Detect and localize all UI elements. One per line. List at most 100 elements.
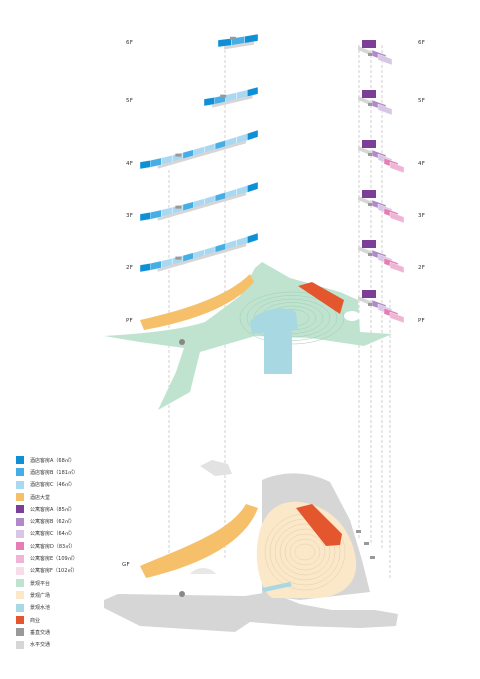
hotel-corridor <box>212 95 253 108</box>
legend-label: 公寓客房D（83㎡） <box>30 543 76 550</box>
hotel-corridor <box>157 243 247 272</box>
gf-entrance-canopy <box>190 568 216 574</box>
pf-drop-off-node <box>179 339 185 345</box>
legend-label: 景观水池 <box>30 605 51 612</box>
apartment-tower-floors <box>358 40 405 324</box>
apartment-room <box>389 261 405 274</box>
terrain-contour <box>294 543 316 561</box>
legend-swatch <box>16 640 24 649</box>
apartment-room-a <box>362 190 376 198</box>
hotel-room <box>247 232 259 244</box>
apartment-core <box>368 103 372 106</box>
legend-label: 景观平台 <box>30 580 51 587</box>
legend-item: 公寓客房E（109㎡） <box>16 552 166 564</box>
terrain-contour <box>279 528 331 576</box>
legend-swatch <box>16 493 24 502</box>
legend-label: 商业 <box>30 617 41 624</box>
apartment-room <box>377 103 393 116</box>
legend-swatch <box>16 542 24 551</box>
apartment-room <box>389 211 405 224</box>
floor-label-4f-left: 4F <box>126 161 134 167</box>
legend-label: 公寓客房C（64㎡） <box>30 531 75 538</box>
floor-label-4f-right: 4F <box>418 161 426 167</box>
hotel-room <box>139 262 151 273</box>
legend-item: 景观平台 <box>16 577 166 589</box>
legend-item: 酒店客房A（68㎡） <box>16 454 166 466</box>
vertical-guide-lines <box>168 40 391 580</box>
legend-item: 景观水池 <box>16 602 166 614</box>
legend-item: 景观广场 <box>16 589 166 601</box>
legend: 酒店客房A（68㎡） 酒店客房B（181㎡） 酒店客房C（46㎡） 酒店大堂 公… <box>16 454 166 651</box>
legend-item: 公寓客房A（85㎡） <box>16 503 166 515</box>
hotel-corridor <box>224 41 254 50</box>
legend-label: 水平交通 <box>30 642 51 649</box>
apartment-core <box>368 53 372 56</box>
legend-swatch <box>16 591 24 600</box>
commercial-block <box>296 504 342 546</box>
legend-label: 酒店客房A（68㎡） <box>30 457 75 464</box>
apartment-room-a <box>362 290 376 298</box>
floor-label-6f-right: 6F <box>418 40 426 46</box>
floor-label-2f-left: 2F <box>126 265 134 271</box>
legend-swatch <box>16 579 24 588</box>
apartment-room-a <box>362 90 376 98</box>
legend-label: 酒店大堂 <box>30 494 51 501</box>
legend-item: 公寓客房F（102㎡） <box>16 565 166 577</box>
site-edge-piece <box>200 460 232 476</box>
water-pool-podium <box>264 330 292 374</box>
floor-label-5f-right: 5F <box>418 98 426 104</box>
apartment-core <box>368 153 372 156</box>
commercial-block-podium <box>298 282 344 314</box>
water-feature <box>262 582 292 592</box>
legend-item: 垂直交通 <box>16 626 166 638</box>
floor-label-pf-right: PF <box>418 318 425 324</box>
core-marker <box>370 556 375 559</box>
apartment-room <box>389 311 405 324</box>
apartment-room-a <box>362 40 376 48</box>
floor-label-6f-left: 6F <box>126 40 134 46</box>
legend-label: 公寓客房A（85㎡） <box>30 506 75 513</box>
legend-label: 酒店客房C（46㎡） <box>30 482 75 489</box>
hotel-room <box>247 129 259 141</box>
hotel-room <box>244 33 259 44</box>
hotel-core <box>220 94 227 98</box>
legend-item: 商业 <box>16 614 166 626</box>
legend-item: 公寓客房D（83㎡） <box>16 540 166 552</box>
legend-item: 酒店客房B（181㎡） <box>16 466 166 478</box>
platform-opening <box>344 311 360 321</box>
floor-label-5f-left: 5F <box>126 98 134 104</box>
hotel-room <box>139 159 151 170</box>
legend-item: 水平交通 <box>16 638 166 650</box>
apartment-room <box>377 53 393 66</box>
hotel-room <box>247 86 259 98</box>
legend-item: 酒店大堂 <box>16 491 166 503</box>
legend-swatch <box>16 554 24 563</box>
legend-label: 酒店客房B（181㎡） <box>30 469 78 476</box>
water-pool-upper <box>250 308 298 334</box>
legend-item: 公寓客房B（62㎡） <box>16 515 166 527</box>
hotel-core <box>175 256 182 260</box>
legend-label: 公寓客房F（102㎡） <box>30 568 78 575</box>
apartment-room-a <box>362 140 376 148</box>
legend-swatch <box>16 480 24 489</box>
legend-label: 公寓客房B（62㎡） <box>30 519 75 526</box>
floor-label-3f-right: 3F <box>418 213 426 219</box>
legend-swatch <box>16 566 24 575</box>
hotel-core <box>230 36 236 40</box>
podium-floor-plan <box>104 262 392 410</box>
floor-label-gf-left: GF <box>122 562 130 568</box>
legend-swatch <box>16 517 24 526</box>
hotel-corridor <box>157 192 247 221</box>
floor-label-pf-left: PF <box>126 318 133 324</box>
legend-swatch <box>16 529 24 538</box>
gf-drop-off-node <box>179 591 185 597</box>
legend-swatch <box>16 616 24 624</box>
legend-item: 酒店客房C（46㎡） <box>16 479 166 491</box>
apartment-core <box>368 253 372 256</box>
apartment-room <box>389 161 405 174</box>
legend-label: 公寓客房E（109㎡） <box>30 556 78 563</box>
terrain-contour <box>289 538 321 566</box>
road-surface <box>104 592 398 632</box>
hotel-tower-floors <box>139 33 259 273</box>
